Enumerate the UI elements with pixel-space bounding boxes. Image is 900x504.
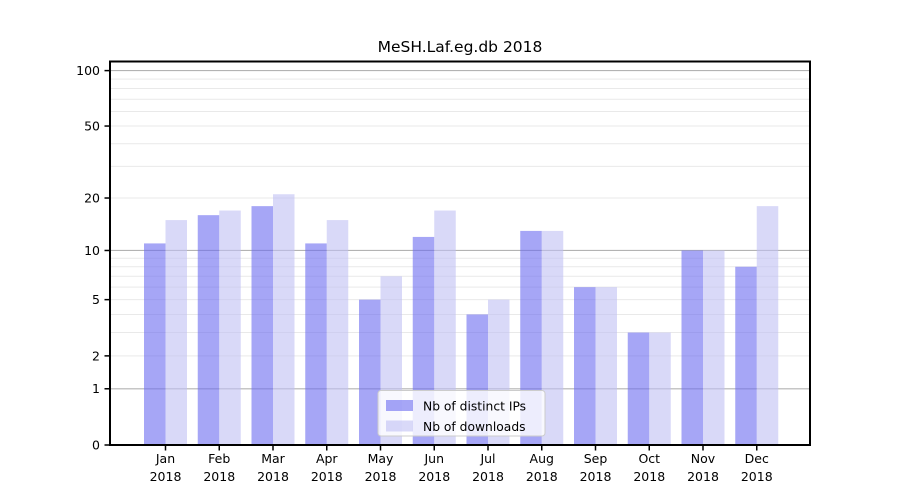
bar-downloads bbox=[756, 206, 779, 445]
legend-swatch-distinct-ips bbox=[386, 400, 413, 411]
legend-swatch-downloads bbox=[386, 420, 413, 432]
bar-distinct-ips bbox=[735, 266, 757, 445]
x-tick-label-year: 2018 bbox=[633, 469, 665, 484]
y-tick-label: 100 bbox=[76, 63, 100, 78]
x-tick-label-year: 2018 bbox=[418, 469, 450, 484]
bar-distinct-ips bbox=[681, 250, 703, 445]
y-tick-label: 20 bbox=[84, 190, 100, 205]
x-tick-label-month: Jul bbox=[479, 451, 495, 466]
legend-label-downloads: Nb of downloads bbox=[423, 420, 526, 434]
y-tick-label: 10 bbox=[84, 243, 100, 258]
y-tick-label: 2 bbox=[92, 348, 100, 363]
bar-distinct-ips bbox=[251, 206, 273, 445]
axes: 1005020105210Jan2018Feb2018Mar2018Apr201… bbox=[76, 60, 811, 484]
bar-downloads bbox=[219, 210, 241, 445]
x-tick-label-year: 2018 bbox=[526, 469, 558, 484]
bar-downloads bbox=[649, 332, 671, 445]
x-tick-label-month: Feb bbox=[208, 451, 230, 466]
x-tick-label-month: Sep bbox=[584, 451, 608, 466]
bar-distinct-ips bbox=[144, 243, 166, 445]
x-tick-label-year: 2018 bbox=[150, 469, 182, 484]
legend: Nb of distinct IPs Nb of downloads bbox=[377, 390, 546, 437]
y-tick-label: 0 bbox=[92, 437, 100, 452]
x-tick-label-year: 2018 bbox=[472, 469, 504, 484]
x-tick-label-month: Dec bbox=[745, 451, 769, 466]
x-tick-label-year: 2018 bbox=[741, 469, 773, 484]
x-tick-label-month: Nov bbox=[691, 451, 716, 466]
x-tick-label-month: Jan bbox=[155, 451, 175, 466]
x-tick-label-month: Mar bbox=[261, 451, 285, 466]
bar-distinct-ips bbox=[627, 332, 650, 445]
x-tick-label-month: Oct bbox=[638, 451, 660, 466]
plot-border bbox=[109, 60, 811, 446]
bar-distinct-ips bbox=[574, 287, 596, 445]
x-tick-label-year: 2018 bbox=[687, 469, 719, 484]
chart-title: MeSH.Laf.eg.db 2018 bbox=[378, 38, 543, 56]
x-tick-label-year: 2018 bbox=[365, 469, 397, 484]
legend-label-distinct-ips: Nb of distinct IPs bbox=[423, 400, 526, 414]
y-tick-label: 1 bbox=[92, 381, 100, 396]
x-tick-label-month: Aug bbox=[530, 451, 554, 466]
x-tick-label-month: Apr bbox=[316, 451, 338, 466]
bar-downloads bbox=[165, 220, 187, 445]
y-tick-label: 50 bbox=[84, 118, 100, 133]
x-tick-label-month: Jun bbox=[423, 451, 444, 466]
bar-downloads bbox=[273, 194, 295, 445]
legend-box bbox=[377, 390, 546, 437]
bar-downloads bbox=[434, 210, 456, 445]
x-tick-label-month: May bbox=[368, 451, 394, 466]
bar-downloads bbox=[541, 230, 564, 445]
bar-distinct-ips bbox=[197, 215, 220, 445]
x-tick-label-year: 2018 bbox=[203, 469, 235, 484]
x-tick-label-year: 2018 bbox=[311, 469, 343, 484]
bars bbox=[144, 194, 779, 445]
bar-distinct-ips bbox=[305, 243, 327, 445]
x-tick-label-year: 2018 bbox=[257, 469, 289, 484]
y-tick-label: 5 bbox=[92, 292, 100, 307]
bar-downloads bbox=[595, 287, 617, 445]
bar-downloads bbox=[703, 250, 725, 445]
bar-distinct-ips bbox=[359, 299, 381, 445]
bar-downloads bbox=[326, 220, 349, 445]
x-tick-label-year: 2018 bbox=[580, 469, 612, 484]
